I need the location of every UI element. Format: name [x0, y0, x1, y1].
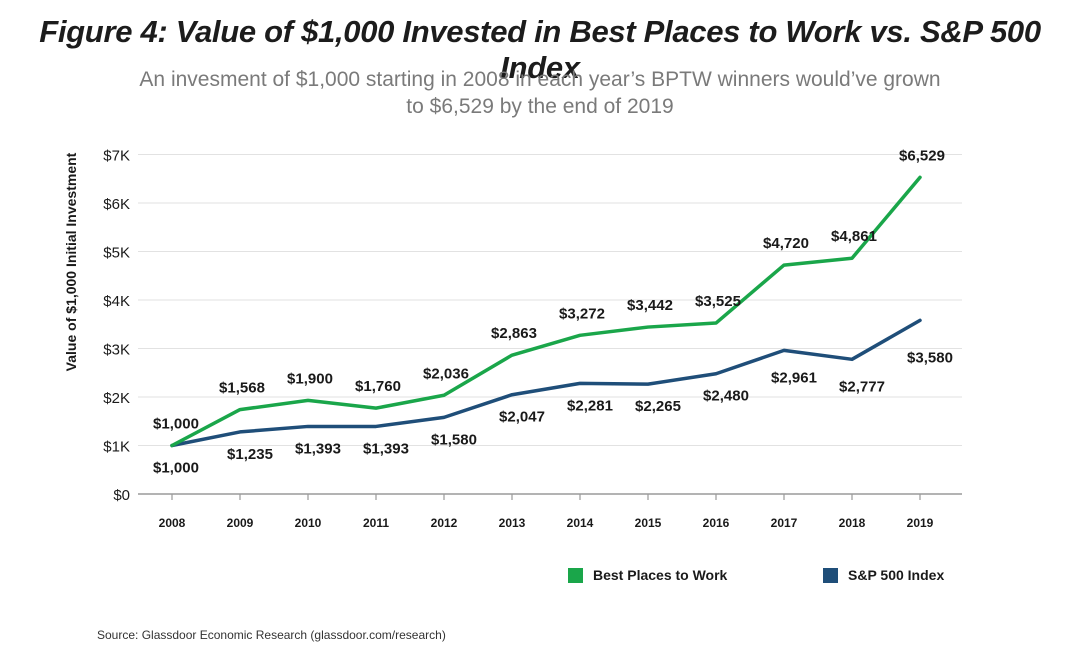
x-tick-label: 2013	[499, 516, 526, 530]
sp500-line	[170, 318, 922, 448]
data-label-sp500: $2,961	[771, 369, 817, 386]
x-tick-label: 2014	[567, 516, 594, 530]
legend-swatch-bptw	[568, 567, 583, 583]
y-tick-label: $6K	[103, 196, 130, 213]
y-tick-label: $4K	[103, 293, 130, 310]
data-label-bptw: $3,442	[627, 297, 673, 314]
data-label-bptw: $1,000	[153, 416, 199, 433]
data-label-bptw: $6,529	[899, 147, 945, 164]
x-tick-label: 2018	[839, 516, 866, 530]
data-label-bptw: $1,568	[219, 380, 265, 397]
data-label-sp500: $1,393	[363, 440, 409, 457]
x-tick-label: 2009	[227, 516, 254, 530]
data-label-bptw: $2,036	[423, 365, 469, 382]
data-label-sp500: $1,000	[153, 460, 199, 477]
y-axis-label: Value of $1,000 Initial Investment	[63, 152, 79, 371]
data-label-sp500: $2,047	[499, 409, 545, 426]
x-tick-label: 2011	[363, 516, 389, 530]
chart-title: Figure 4: Value of $1,000 Invested in Be…	[39, 14, 1041, 85]
legend-label-sp500: S&P 500 Index	[848, 567, 945, 583]
data-label-sp500: $2,777	[839, 378, 885, 395]
x-tick-label: 2008	[159, 516, 186, 530]
legend-label-bptw: Best Places to Work	[593, 567, 728, 583]
x-tick-label: 2017	[771, 516, 798, 530]
data-label-bptw: $4,861	[831, 228, 877, 245]
y-tick-label: $2K	[103, 390, 130, 407]
legend-item-bptw: Best Places to Work	[568, 567, 727, 583]
data-label-bptw: $3,272	[559, 305, 605, 322]
x-tick-label: 2012	[431, 516, 458, 530]
data-label-sp500: $1,235	[227, 446, 273, 463]
source-note: Source: Glassdoor Economic Research (gla…	[97, 628, 446, 642]
data-label-bptw: $3,525	[695, 293, 741, 310]
subtitle-line-1: An invesment of $1,000 starting in 2008 …	[139, 68, 941, 91]
y-tick-label: $5K	[103, 245, 130, 262]
x-tick-label: 2016	[703, 516, 730, 530]
subtitle-line-2: to $6,529 by the end of 2019	[406, 95, 674, 118]
data-label-bptw: $4,720	[763, 235, 809, 252]
data-label-sp500: $2,265	[635, 398, 681, 415]
y-tick-label: $0	[113, 487, 130, 504]
y-tick-label: $3K	[103, 342, 130, 359]
data-label-bptw: $1,900	[287, 370, 333, 387]
legend-swatch-sp500	[823, 567, 838, 583]
x-tick-label: 2010	[295, 516, 322, 530]
y-tick-label: $7K	[103, 148, 130, 165]
data-label-sp500: $2,281	[567, 397, 613, 414]
bptw-line	[170, 175, 922, 448]
x-tick-label: 2015	[635, 516, 662, 530]
data-label-bptw: $2,863	[491, 325, 537, 342]
data-label-sp500: $3,580	[907, 349, 953, 366]
x-tick-label: 2019	[907, 516, 934, 530]
data-label-sp500: $2,480	[703, 388, 749, 405]
data-label-bptw: $1,760	[355, 378, 401, 395]
legend-item-sp500: S&P 500 Index	[823, 567, 944, 583]
data-label-sp500: $1,580	[431, 431, 477, 448]
chart-subtitle: An invesment of $1,000 starting in 2008 …	[90, 66, 990, 120]
data-label-sp500: $1,393	[295, 440, 341, 457]
y-tick-label: $1K	[103, 439, 130, 456]
